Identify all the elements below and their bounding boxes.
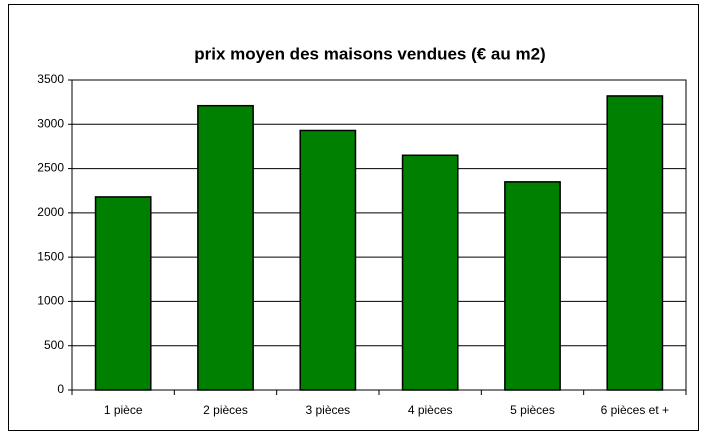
y-tick-label: 1000 (37, 294, 64, 308)
bar (299, 129, 357, 391)
bar (94, 196, 152, 391)
x-tick-label: 1 pièce (104, 403, 143, 417)
bar (504, 181, 561, 391)
chart-title: prix moyen des maisons vendues (€ au m2) (194, 44, 545, 63)
x-tick-label: 6 pièces et + (601, 403, 669, 417)
x-tick-label: 2 pièces (203, 403, 248, 417)
x-tick-label: 5 pièces (510, 403, 555, 417)
y-tick-label: 0 (57, 382, 64, 396)
plot-area (71, 79, 687, 391)
y-tick-label: 3000 (37, 116, 64, 130)
bar (401, 154, 459, 391)
y-tick-label: 2000 (37, 205, 64, 219)
y-tick-label: 500 (44, 338, 64, 352)
bar (197, 104, 254, 391)
y-tick-label: 1500 (37, 249, 64, 263)
y-tick-label: 3500 (37, 72, 64, 86)
x-tick-label: 4 pièces (408, 403, 453, 417)
bar (606, 95, 664, 391)
y-tick-label: 2500 (37, 161, 64, 175)
x-tick-label: 3 pièces (305, 403, 350, 417)
